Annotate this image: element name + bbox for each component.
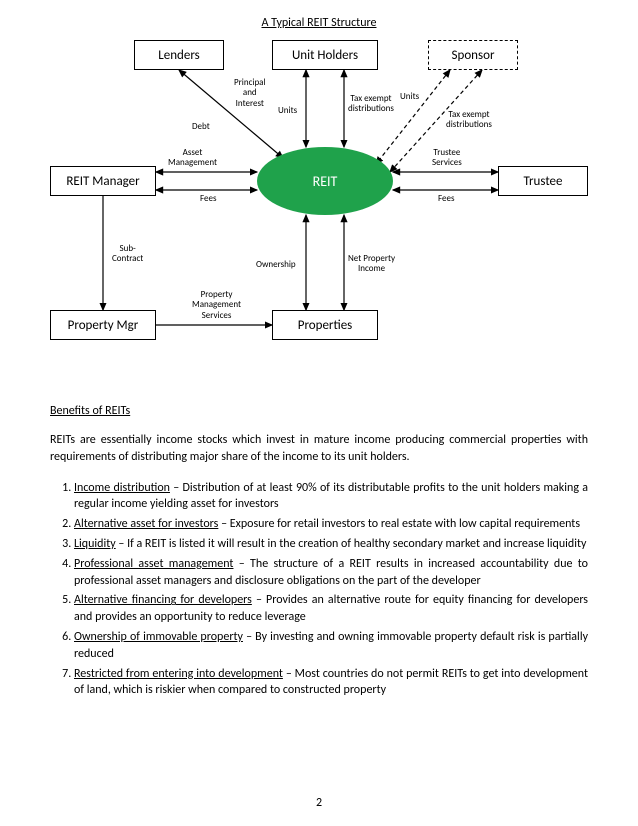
page-number: 2 <box>0 796 638 810</box>
benefit-item: Ownership of immovable property – By inv… <box>74 629 588 663</box>
edge-label: Sub-Contract <box>112 244 143 265</box>
edge-label: Fees <box>438 194 454 204</box>
edge-label: TrusteeServices <box>432 148 462 169</box>
node-unitholders: Unit Holders <box>272 40 378 70</box>
node-trustee: Trustee <box>498 166 588 196</box>
benefit-term: Alternative financing for developers <box>74 593 252 607</box>
benefits-list: Income distribution – Distribution of at… <box>50 480 588 700</box>
node-lenders: Lenders <box>134 40 224 70</box>
edge-label: Net PropertyIncome <box>348 254 395 275</box>
benefits-heading: Benefits of REITs <box>50 404 588 418</box>
node-propmgr: Property Mgr <box>50 310 156 340</box>
edge-label: PrincipalandInterest <box>234 78 266 109</box>
benefit-term: Ownership of immovable property <box>74 630 243 644</box>
benefit-term: Liquidity <box>74 537 116 551</box>
benefit-item: Liquidity – If a REIT is listed it will … <box>74 536 588 553</box>
benefit-item: Professional asset management – The stru… <box>74 556 588 590</box>
edge-label: Debt <box>192 122 210 132</box>
document-page: A Typical REIT Structure LendersUnit Hol… <box>0 0 638 826</box>
benefit-term: Professional asset management <box>74 557 233 571</box>
benefit-item: Restricted from entering into developmen… <box>74 666 588 700</box>
benefit-item: Income distribution – Distribution of at… <box>74 480 588 514</box>
edge-label: Units <box>400 92 419 102</box>
node-reitmgr: REIT Manager <box>50 166 156 196</box>
intro-paragraph: REITs are essentially income stocks whic… <box>50 432 588 466</box>
benefit-term: Alternative asset for investors <box>74 517 218 531</box>
benefit-term: Restricted from entering into developmen… <box>74 667 283 681</box>
edge-label: Tax exemptdistributions <box>348 94 394 115</box>
edge-label: AssetManagement <box>168 148 217 169</box>
benefit-item: Alternative financing for developers – P… <box>74 592 588 626</box>
edge-label: Units <box>278 106 297 116</box>
node-properties: Properties <box>272 310 378 340</box>
edge-label: Ownership <box>256 260 296 270</box>
reit-structure-diagram: A Typical REIT Structure LendersUnit Hol… <box>50 16 588 376</box>
edge-label: Tax exemptdistributions <box>446 110 492 131</box>
benefit-term: Income distribution <box>74 481 170 495</box>
benefit-item: Alternative asset for investors – Exposu… <box>74 516 588 533</box>
node-sponsor: Sponsor <box>428 40 518 70</box>
edge-label: PropertyManagementServices <box>192 290 241 321</box>
edge-label: Fees <box>200 194 216 204</box>
reit-center-node: REIT <box>257 147 393 215</box>
